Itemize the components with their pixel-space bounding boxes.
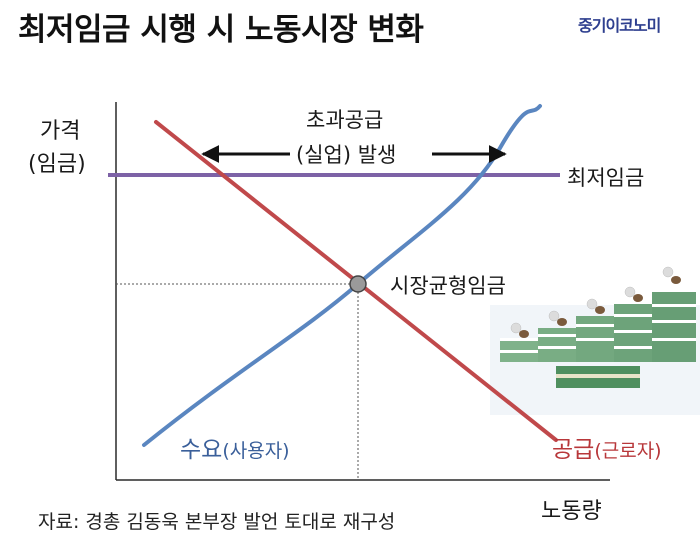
- demand-label-sub: (사용자): [222, 440, 290, 462]
- money-bag-icon: [633, 294, 643, 302]
- equilibrium-point: [349, 275, 367, 293]
- money-stack: [652, 292, 696, 362]
- money-bag-icon: [519, 330, 529, 338]
- page-title: 최저임금 시행 시 노동시장 변화: [18, 12, 424, 48]
- money-stack: [614, 304, 654, 362]
- figure-icon: [662, 266, 674, 278]
- figure-icon: [548, 310, 560, 322]
- supply-label: 공급(근로자): [552, 430, 662, 464]
- minimum-wage-label: 최저임금: [567, 166, 645, 190]
- money-stack: [500, 338, 540, 362]
- figure-icon: [624, 286, 636, 298]
- money-stack: [538, 328, 578, 362]
- money-stack: [576, 316, 616, 362]
- surplus-label-line1: 초과공급: [306, 108, 384, 132]
- figure-icon: [510, 322, 522, 334]
- demand-label: 수요(사용자): [180, 430, 290, 464]
- equilibrium-wage-label: 시장균형임금: [390, 274, 506, 298]
- demand-label-main: 수요: [180, 437, 223, 463]
- supply-label-main: 공급: [552, 437, 595, 463]
- source-note: 자료: 경총 김동욱 본부장 발언 토대로 재구성: [38, 511, 396, 533]
- y-axis-label-line2: (임금): [28, 152, 86, 177]
- demand-curve: [142, 104, 542, 447]
- y-axis-label-line1: 가격: [40, 119, 81, 144]
- figure-icon: [586, 298, 598, 310]
- surplus-label-line2: (실업) 발생: [296, 143, 397, 167]
- money-bag-icon: [595, 306, 605, 314]
- brand-logo: 중기이코노미: [578, 16, 661, 35]
- money-bundle: [556, 366, 640, 388]
- supply-label-sub: (근로자): [594, 440, 662, 462]
- money-stacks-illustration: [490, 266, 700, 415]
- money-bag-icon: [671, 276, 681, 284]
- money-bag-icon: [557, 318, 567, 326]
- x-axis-label: 노동량: [541, 499, 602, 524]
